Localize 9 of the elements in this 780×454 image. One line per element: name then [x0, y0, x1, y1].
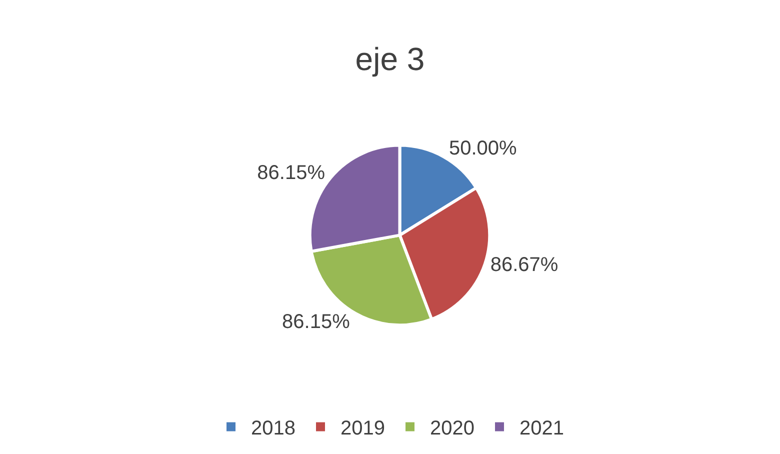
data-label: 86.67% [490, 254, 558, 276]
legend-label: 2018 [251, 418, 296, 440]
data-label: 50.00% [449, 137, 518, 160]
legend-label: 2021 [520, 418, 564, 440]
legend-label: 2019 [340, 418, 385, 440]
chart-title: eje 3 [355, 41, 425, 78]
legend-label: 2020 [430, 418, 474, 440]
data-label: 86.15% [257, 162, 326, 184]
data-label: 86.15% [282, 310, 350, 333]
